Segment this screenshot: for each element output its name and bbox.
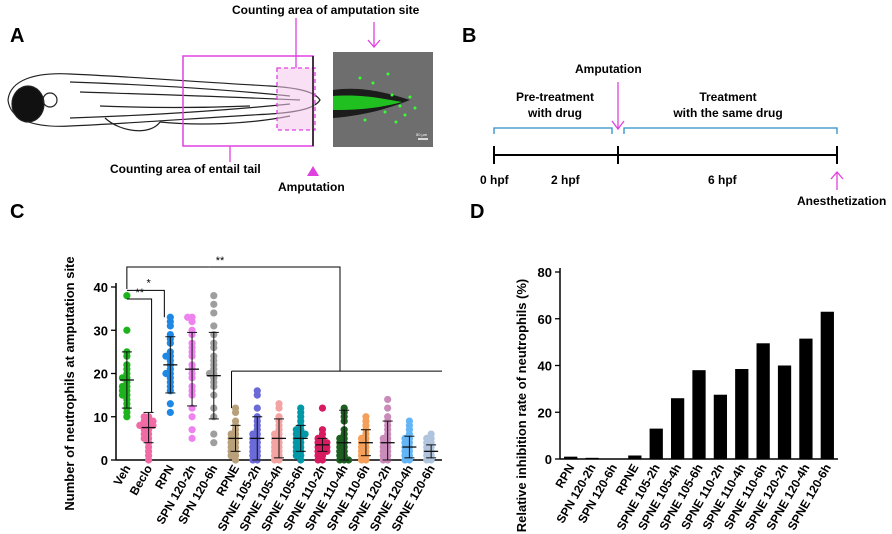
c-y-tick-label: 20 [94,367,108,382]
c-data-point [136,421,144,429]
amputation-triangle-marker [307,166,319,176]
c-data-point [123,292,131,300]
c-data-point [118,391,127,399]
c-data-point [188,318,196,326]
time-0hpf: 0 hpf [480,173,510,187]
time-6hpf: 6 hpf [708,173,738,187]
c-data-point [210,309,218,317]
d-bar [692,370,706,459]
c-data-point [318,404,327,412]
treatment-line2: with the same drug [672,106,782,120]
c-sig-bracket-top [126,266,210,289]
c-data-point [123,326,131,334]
c-data-point [145,456,153,464]
bar-chart-d: 0 20 40 60 80 Relative inhibition rate of neu… [514,265,838,533]
c-data-point [384,395,392,404]
c-data-point [162,369,170,378]
c-data-point [188,413,196,421]
c-data-point [210,300,218,308]
c-data-point [227,452,235,460]
label-amputation-site: Counting area of amputation site [232,3,420,17]
d-bar [735,369,749,459]
d-y-tick-label: 80 [538,265,552,280]
pre-treatment-line2: with drug [527,106,582,120]
d-bar [713,394,728,459]
panel-d-letter: D [470,201,484,223]
label-amputation-b: Amputation [575,62,642,76]
d-y-tick-label: 0 [545,452,552,467]
amputation-arrow-head [611,120,625,131]
c-data-point [166,400,174,408]
c-data-point [123,413,131,421]
micrograph-arrow-head [367,39,381,48]
c-data-point [188,426,196,434]
c-data-point [253,404,261,412]
d-bar [756,343,770,459]
anesthetization-arrow-head [830,171,844,180]
d-bar [799,338,813,459]
d-y-tick-label: 20 [538,405,552,420]
treatment-line1: Treatment [699,90,756,104]
d-bar [585,457,599,459]
d-y-tick-label: 40 [538,359,552,374]
label-anesthetization: Anesthetization [797,194,886,208]
time-2hpf: 2 hpf [551,173,581,187]
c-sig-bracket-rpn [126,289,165,318]
c-y-tick-label: 40 [94,280,108,295]
scatter-chart-c: 0 10 20 30 40 Number of neutrophils at amputa… [62,255,442,534]
c-data-point [314,456,322,464]
fluorescence-micrograph [333,52,433,147]
c-data-point [275,404,283,412]
c-data-point [210,322,218,330]
c-data-point [188,434,196,442]
c-data-point [166,322,174,330]
pre-treatment-line1: Pre-treatment [516,90,594,104]
panel-b-letter: B [462,25,476,47]
label-amputation-a: Amputation [278,180,345,194]
c-data-point [166,408,174,417]
d-bar [820,311,834,459]
panel-a-letter: A [10,25,24,47]
c-data-point [297,456,305,464]
c-sig-label: ** [216,255,225,267]
c-data-point [140,434,148,442]
c-sig-bracket-down [209,266,341,372]
c-category-label: Beclo [127,463,155,498]
panel-c-letter: C [10,201,24,223]
treatment-bracket [623,127,838,134]
zebrafish-larva-drawing [7,73,321,132]
d-y-tick-label: 60 [538,312,552,327]
c-data-point [210,292,218,300]
c-data-point [384,404,392,412]
c-data-point [162,352,170,360]
d-bar [628,455,642,459]
c-data-point [357,456,366,464]
c-data-point [292,452,300,460]
d-y-axis-title: Relative inhibition rate of neutrophils … [514,279,529,533]
d-bar [649,428,663,459]
c-sig-label: ** [135,287,144,299]
d-bar [670,398,685,459]
c-sig-label: * [146,277,151,289]
c-y-tick-label: 0 [101,453,108,468]
label-entail-tail: Counting area of entail tail [110,162,261,176]
c-y-axis-title: Number of neutrophils at amputation site [62,256,77,510]
c-data-point [301,430,309,438]
c-data-point [231,456,240,464]
c-data-point [210,439,218,447]
c-sig-bracket-beclo [126,298,153,413]
pre-treatment-bracket [493,127,613,134]
amputation-site-count-box [276,67,316,131]
c-data-point [210,430,218,438]
c-data-point [184,313,192,321]
scale-bar-label: 50 µm [416,132,428,137]
d-bar [777,365,792,459]
d-bar [564,456,578,459]
c-data-point [231,408,240,417]
c-y-tick-label: 30 [94,323,108,338]
c-data-point [253,391,261,399]
c-y-tick-label: 10 [94,410,108,425]
